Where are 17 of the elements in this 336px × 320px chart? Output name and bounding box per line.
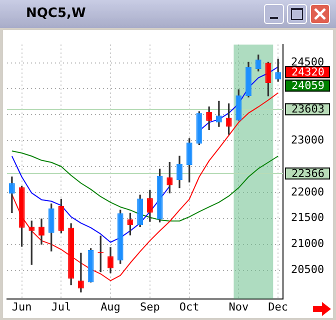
- y-tick-label: 20500: [291, 263, 324, 276]
- ref-line-label: 23603: [291, 102, 325, 116]
- x-tick-label: Dec: [268, 300, 288, 314]
- x-tick-label: Nov: [228, 300, 249, 314]
- y-tick-label: 22000: [291, 185, 324, 198]
- text: 24059: [291, 78, 325, 92]
- y-tick-label: 21500: [291, 211, 324, 224]
- x-tick-label: Jun: [12, 300, 32, 314]
- x-tick-label: Oct: [179, 300, 200, 314]
- y-tick-label: 23000: [291, 133, 324, 146]
- chart-title: NQC5,W: [26, 6, 86, 21]
- x-tick-label: Aug: [100, 300, 120, 314]
- x-tick-label: Jul: [51, 300, 72, 314]
- x-tick-label: Sep: [140, 300, 160, 314]
- annotation: 24320: [291, 65, 325, 78]
- y-tick-label: 21000: [291, 237, 324, 250]
- ref-line-label: 22366: [291, 166, 325, 180]
